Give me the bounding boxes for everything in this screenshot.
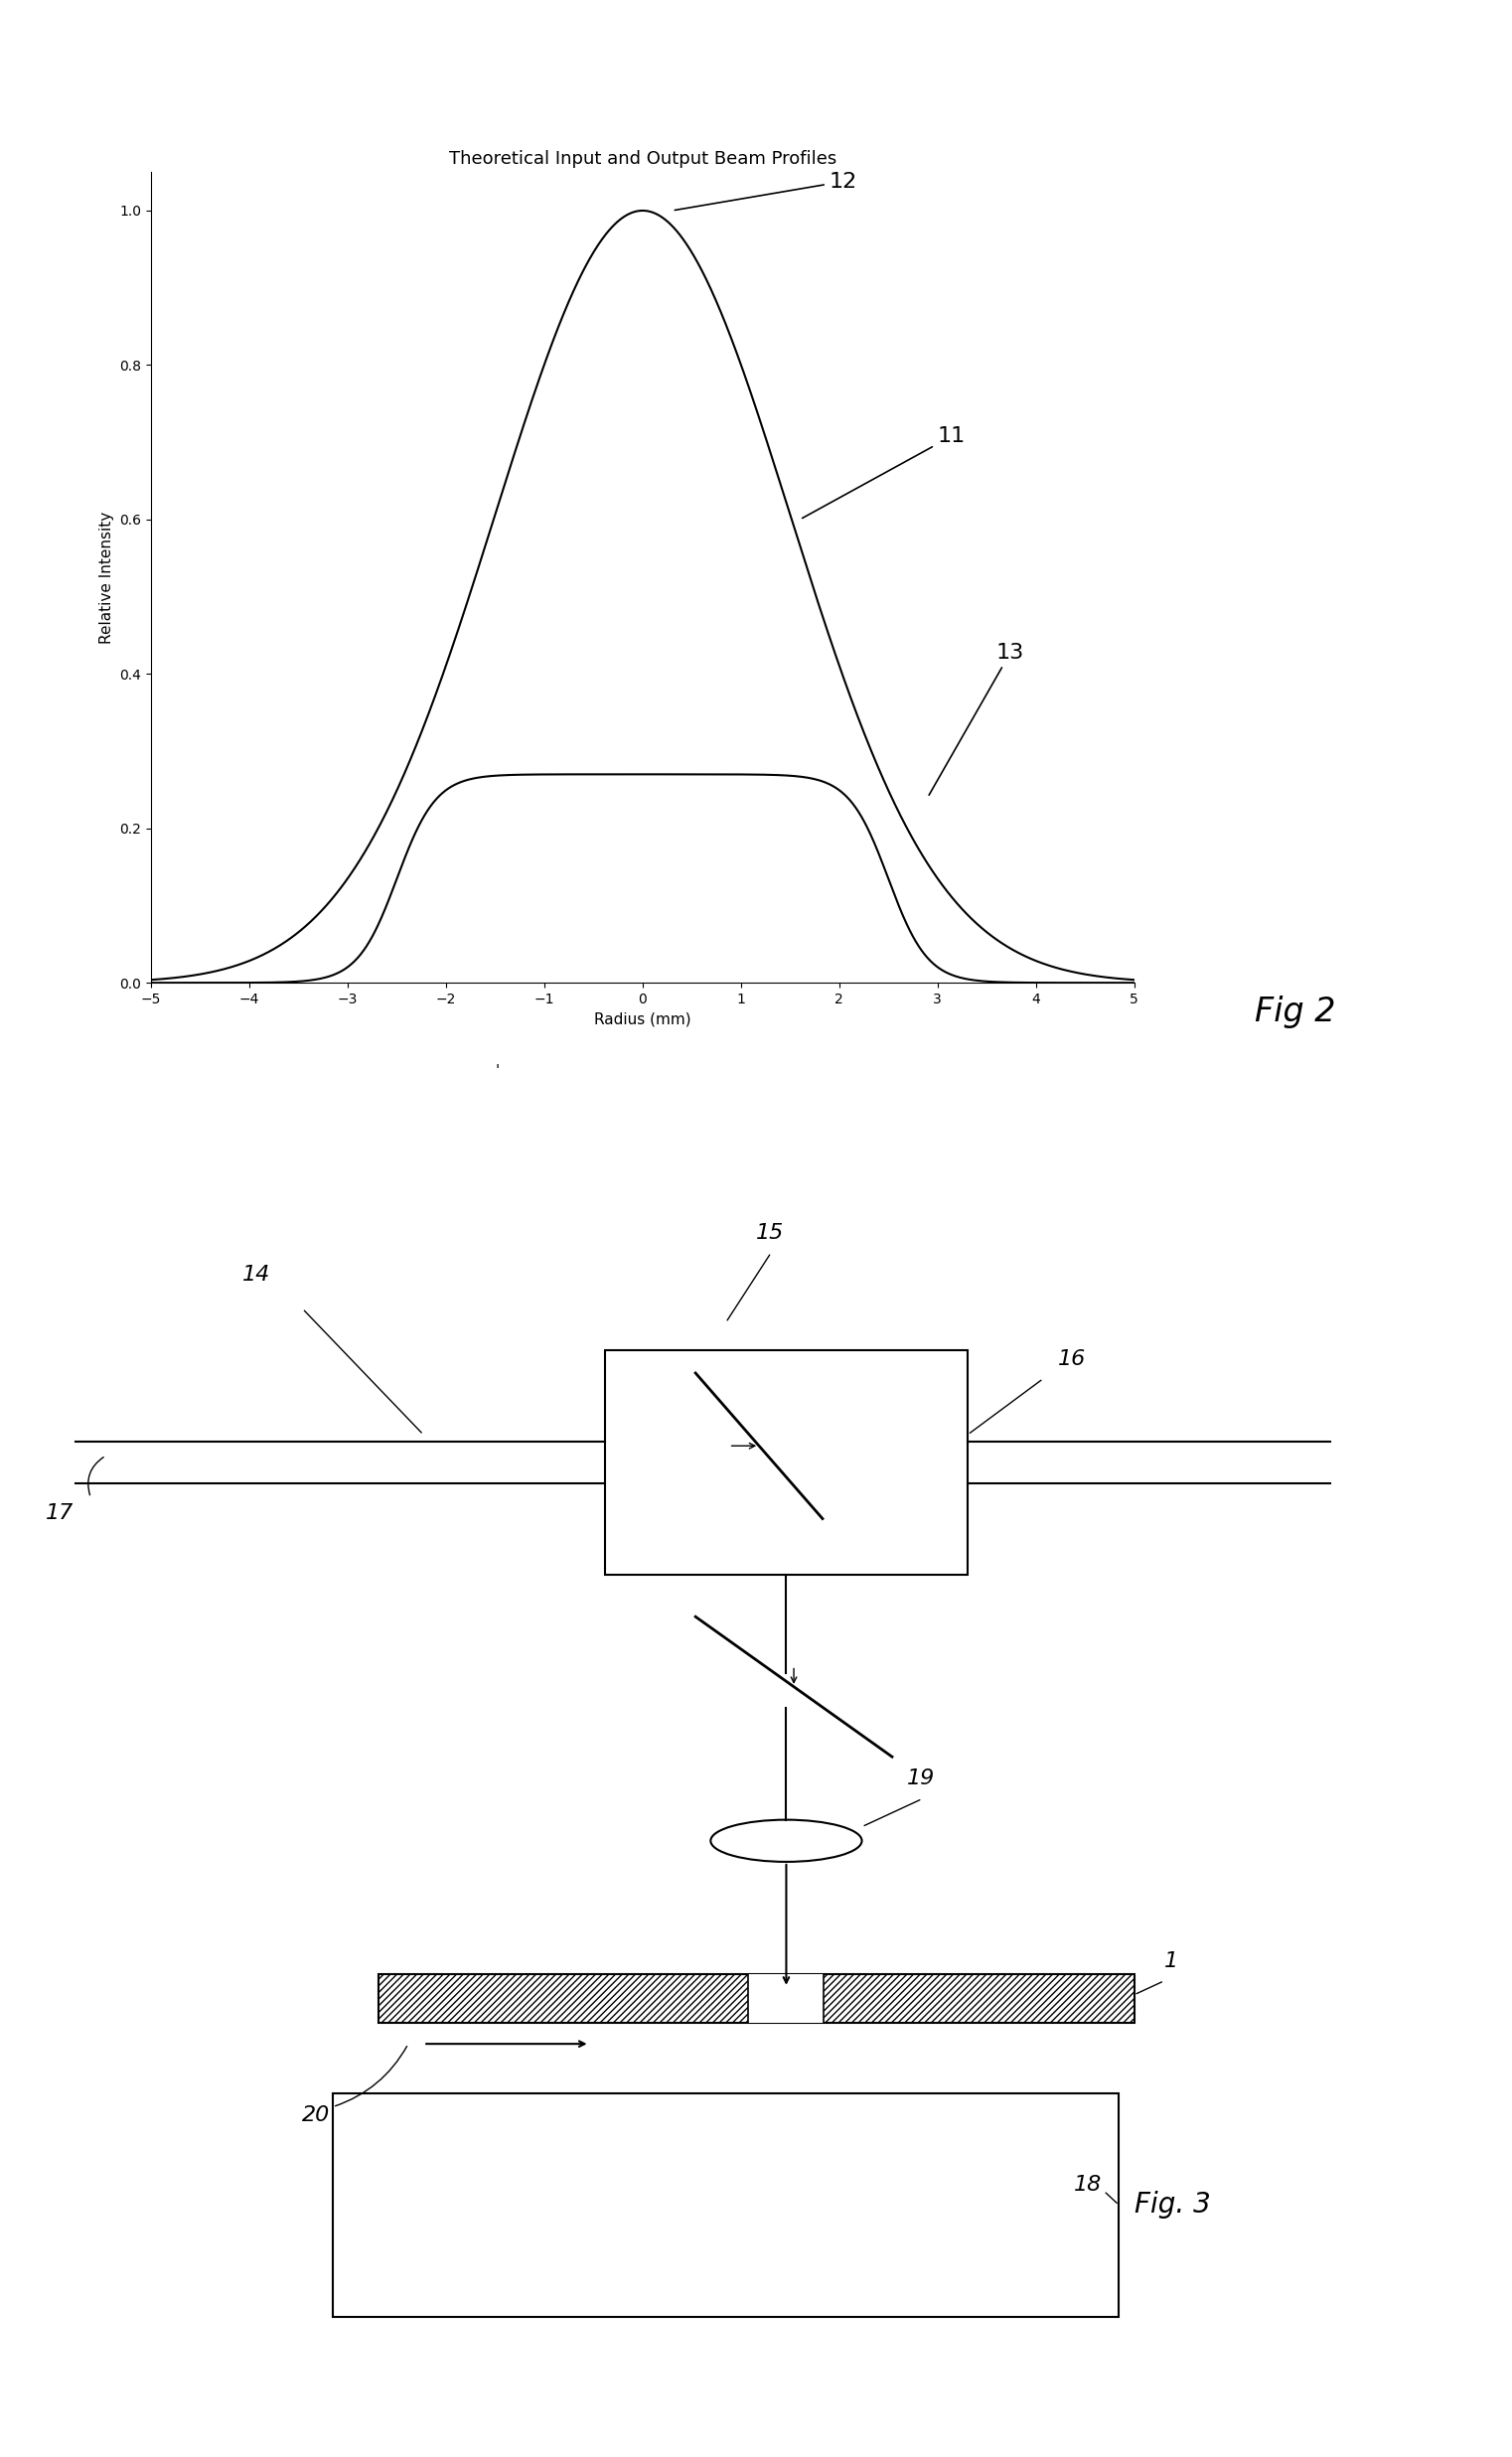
Text: 14: 14	[242, 1265, 271, 1285]
Text: 17: 17	[45, 1504, 74, 1523]
Text: 1: 1	[1164, 1951, 1178, 1971]
Text: 16: 16	[1058, 1349, 1087, 1369]
Text: Fig 2: Fig 2	[1255, 995, 1337, 1027]
Text: ': '	[496, 1064, 505, 1079]
Text: 15: 15	[756, 1224, 785, 1243]
X-axis label: Radius (mm): Radius (mm)	[594, 1012, 691, 1027]
Text: 13: 13	[928, 644, 1025, 796]
Text: 12: 12	[674, 172, 857, 211]
Text: 18: 18	[1074, 2174, 1102, 2194]
Bar	[748, 1973, 824, 2022]
Bar	[605, 1351, 968, 1575]
Bar	[378, 1973, 1134, 2022]
Text: 19: 19	[907, 1769, 936, 1789]
Title: Theoretical Input and Output Beam Profiles: Theoretical Input and Output Beam Profil…	[449, 150, 836, 167]
Bar	[333, 2093, 1119, 2317]
Y-axis label: Relative Intensity: Relative Intensity	[100, 511, 115, 644]
Text: 20: 20	[302, 2106, 331, 2125]
Text: 11: 11	[803, 428, 966, 518]
Text: Fig. 3: Fig. 3	[1134, 2192, 1210, 2219]
